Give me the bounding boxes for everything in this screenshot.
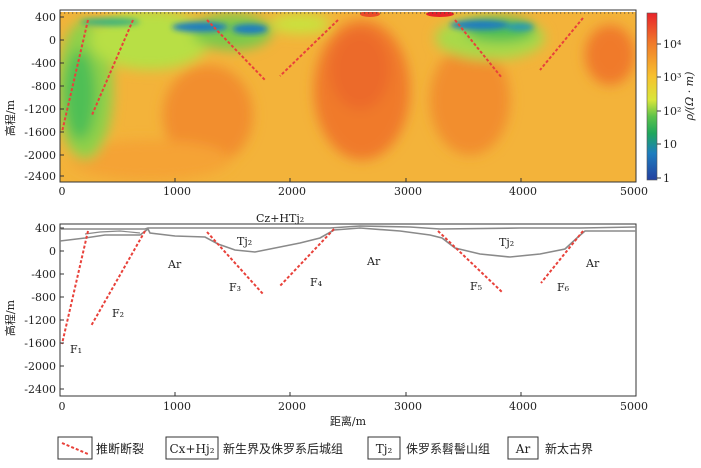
legend-ar-label: 新太古界	[545, 441, 593, 456]
bottom-x-tick: 1000	[163, 400, 191, 413]
bottom-y-tick: 0	[49, 245, 56, 258]
fault-label: F₆	[557, 281, 570, 294]
top-y-axis: 400 0 -400 -800 -1200 -1600 -2000 -2400 …	[3, 11, 64, 183]
bottom-y-tick: -800	[31, 291, 56, 304]
unit-label-tj2: Tj₂	[499, 236, 514, 249]
legend-box-cx-hj2-text: Cx+Hj₂	[170, 442, 215, 456]
bottom-y-tick: -400	[31, 268, 56, 281]
top-y-tick: -1600	[24, 126, 56, 139]
ground-surface	[60, 225, 637, 230]
legend-box-tj2	[367, 436, 401, 460]
fault-label: F₃	[229, 281, 241, 294]
top-x-tick: 2000	[278, 185, 306, 198]
legend-box-ar-text: Ar	[515, 442, 531, 456]
fault-label: F₄	[310, 276, 323, 289]
unit-label-ar: Ar	[167, 258, 182, 271]
colorbar-tick: 10²	[663, 105, 681, 118]
colorbar-unit-label: ρ/(Ω · m)	[683, 72, 696, 122]
unit-label-cz-htj2: Cz+HTj₂	[256, 212, 304, 225]
top-x-tick: 3000	[394, 185, 422, 198]
fault-label: F₅	[470, 280, 482, 293]
resistivity-section	[60, 10, 636, 182]
bottom-x-tick: 2000	[278, 400, 306, 413]
legend-cx-hj2-label: 新生界及侏罗系后城组	[223, 441, 343, 456]
fault-label: F₁	[70, 343, 82, 356]
top-y-tick: -400	[31, 57, 56, 70]
bottom-y-tick: 400	[35, 222, 56, 235]
top-y-tick: -2400	[24, 170, 56, 183]
colorbar: 10⁴ 10³ 10² 10 1 ρ/(Ω · m)	[646, 12, 696, 185]
top-x-tick: 1000	[163, 185, 191, 198]
top-x-tick: 0	[59, 185, 66, 198]
bottom-x-tick: 3000	[394, 400, 422, 413]
bottom-y-tick: -2000	[24, 360, 56, 373]
colorbar-tick: 10	[663, 138, 677, 151]
bottom-y-axis: 400 0 -400 -800 -1200 -1600 -2000 -2400 …	[3, 222, 64, 396]
top-y-tick: -800	[31, 80, 56, 93]
bottom-x-tick: 5000	[620, 400, 648, 413]
top-x-tick: 4000	[509, 185, 537, 198]
top-x-tick: 5000	[620, 185, 648, 198]
top-panel-frame	[59, 9, 637, 183]
legend-fault-swatch	[57, 436, 93, 460]
bottom-y-tick: -1200	[24, 314, 56, 327]
legend-box-cx-hj2	[165, 436, 219, 460]
tj2-boundary-left	[84, 230, 141, 235]
fault-label: F₂	[112, 307, 124, 320]
top-y-axis-label: 高程/m	[3, 99, 17, 136]
bottom-x-tick: 0	[59, 400, 66, 413]
top-x-axis: 0 1000 2000 3000 4000 5000	[59, 178, 648, 198]
bottom-x-axis: 0 1000 2000 3000 4000 5000 距离/m	[59, 392, 648, 428]
top-y-tick: -1200	[24, 103, 56, 116]
colorbar-tick: 1	[663, 172, 670, 185]
unit-label-ar: Ar	[585, 257, 600, 270]
legend-box-tj2-text: Tj₂	[376, 442, 393, 456]
legend: 推断断裂 Cx+Hj₂ 新生界及侏罗系后城组 Tj₂ 侏罗系髫髻山组 Ar 新太…	[57, 436, 593, 460]
top-y-tick: -2000	[24, 149, 56, 162]
legend-box-ar	[507, 436, 539, 460]
colorbar-tick: 10³	[663, 71, 681, 84]
bottom-x-axis-label: 距离/m	[330, 414, 367, 428]
bottom-y-tick: -2400	[24, 383, 56, 396]
unit-label-tj2: Tj₂	[237, 235, 252, 248]
unit-label-ar: Ar	[366, 255, 381, 268]
colorbar-tick: 10⁴	[663, 38, 682, 51]
top-y-tick: 400	[35, 11, 56, 24]
bottom-x-tick: 4000	[509, 400, 537, 413]
top-y-tick: 0	[49, 34, 56, 47]
bottom-y-axis-label: 高程/m	[3, 299, 17, 336]
basement-boundary	[59, 227, 636, 258]
bottom-y-tick: -1600	[24, 337, 56, 350]
faults-bottom	[61, 228, 584, 345]
bottom-panel-frame	[59, 223, 637, 397]
legend-tj2-label: 侏罗系髫髻山组	[406, 442, 490, 456]
faults-top	[61, 17, 584, 133]
legend-fault-label: 推断断裂	[96, 441, 144, 456]
